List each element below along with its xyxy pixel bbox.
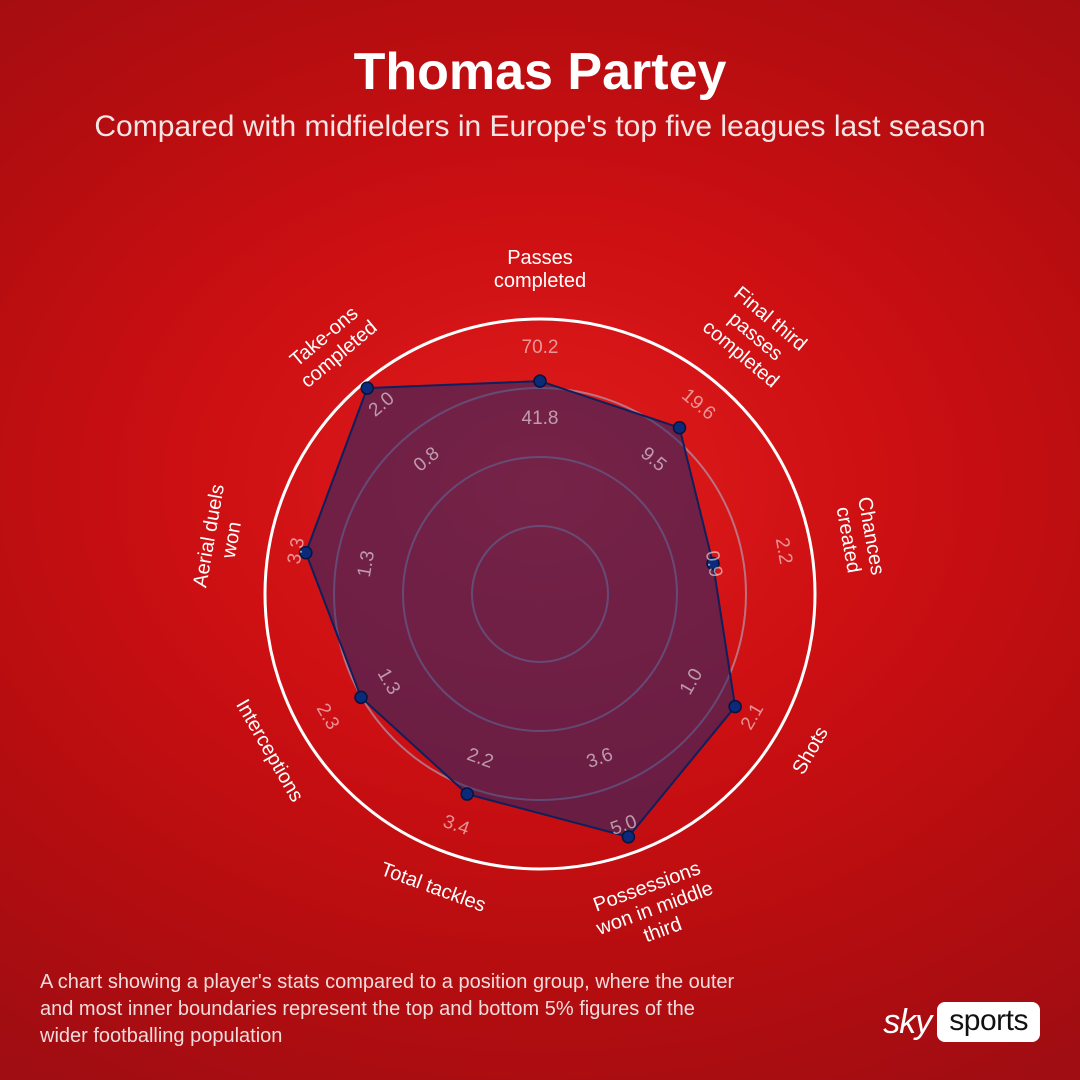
radar-svg <box>160 214 920 974</box>
outer-tick: 2.2 <box>770 536 796 566</box>
data-point <box>355 691 367 703</box>
radar-chart: 70.241.8Passescompleted19.69.5Final thir… <box>160 214 920 974</box>
inner-tick: 1.3 <box>354 549 380 579</box>
chart-subtitle: Compared with midfielders in Europe's to… <box>0 110 1080 144</box>
outer-tick: 70.2 <box>522 337 559 359</box>
data-point <box>361 382 373 394</box>
logo-sports-text: sports <box>937 1002 1040 1042</box>
data-point <box>674 422 686 434</box>
radar-polygon <box>306 381 735 837</box>
data-point <box>729 701 741 713</box>
axis-label: Passescompleted <box>494 247 586 293</box>
data-point <box>534 375 546 387</box>
footer-note: A chart showing a player's stats compare… <box>40 969 740 1050</box>
data-point <box>461 788 473 800</box>
content-root: Thomas Partey Compared with midfielders … <box>0 0 1080 1080</box>
inner-tick: 41.8 <box>522 408 559 430</box>
logo-sky-text: sky <box>883 1003 931 1042</box>
inner-tick: 0.9 <box>700 549 726 579</box>
chart-title: Thomas Partey <box>0 0 1080 102</box>
sky-sports-logo: sky sports <box>883 1002 1040 1042</box>
